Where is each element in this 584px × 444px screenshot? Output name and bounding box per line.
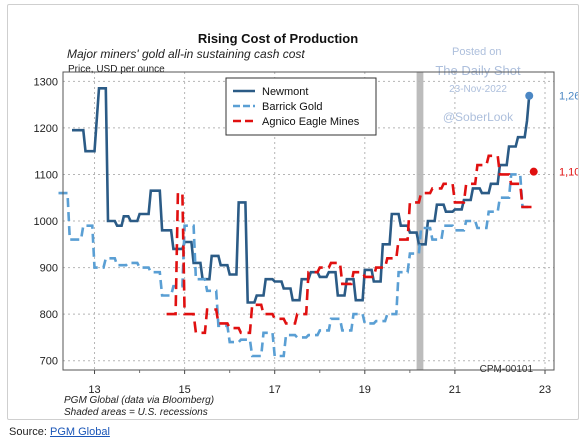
end-point-marker xyxy=(525,91,534,100)
legend-box xyxy=(225,77,377,136)
end-point-label: 1,269 xyxy=(559,91,578,103)
source-label: Source: xyxy=(9,426,47,438)
plot-area xyxy=(58,72,554,370)
footnote-source: PGM Global (data via Bloomberg) xyxy=(64,395,214,406)
chart-svg: Rising Cost of Production Major miners' … xyxy=(34,31,578,418)
chart-code: CPM-00101 xyxy=(480,364,534,375)
series-layer xyxy=(58,87,532,358)
x-tick-label: 15 xyxy=(178,384,190,396)
y-axis-label: Price, USD per ounce xyxy=(68,64,165,75)
plot-border xyxy=(62,71,555,371)
chart-title: Rising Cost of Production xyxy=(198,31,358,46)
y-tick-label: 900 xyxy=(40,263,58,275)
chart-subtitle: Major miners' gold all-in sustaining cas… xyxy=(67,47,305,61)
x-tick-label: 13 xyxy=(88,384,100,396)
legend-label: Newmont xyxy=(262,86,308,98)
y-tick-label: 1000 xyxy=(34,216,58,228)
label-layer: 1,269 1,106 xyxy=(525,91,578,179)
footnote-recessions: Shaded areas = U.S. recessions xyxy=(64,407,208,418)
y-tick-label: 800 xyxy=(40,309,58,321)
chart-legend: Newmont Barrick Gold Agnico Eagle Mines xyxy=(225,77,377,136)
watermark-line: The Daily Shot xyxy=(435,63,521,78)
watermark: Posted on The Daily Shot 23-Nov-2022 @Sober… xyxy=(435,46,521,124)
end-point-label: 1,106 xyxy=(559,167,578,179)
series-line-agnico-eagle-mines xyxy=(166,154,532,335)
y-tick-label: 1100 xyxy=(34,169,58,181)
source-link[interactable]: PGM Global xyxy=(49,426,110,438)
x-tick-label: 19 xyxy=(359,384,371,396)
legend-label: Agnico Eagle Mines xyxy=(262,116,360,128)
legend-label: Barrick Gold xyxy=(262,101,323,113)
watermark-line: @SoberLook xyxy=(443,110,514,124)
chart-frame: Rising Cost of Production Major miners' … xyxy=(7,4,579,420)
y-tick-label: 1300 xyxy=(34,76,58,88)
source-line: Source: PGM Global xyxy=(9,426,110,438)
y-tick-label: 700 xyxy=(40,356,58,368)
series-line-barrick-gold xyxy=(58,173,532,358)
axis-layer: 700 800 900 1000 1100 1200 1300 13 15 17 19 21 23 xyxy=(34,71,555,396)
end-point-marker xyxy=(529,167,538,176)
x-tick-label: 21 xyxy=(449,384,461,396)
watermark-line: 23-Nov-2022 xyxy=(449,84,507,95)
y-tick-label: 1200 xyxy=(34,123,58,135)
watermark-line: Posted on xyxy=(452,46,502,58)
x-tick-label: 17 xyxy=(269,384,281,396)
x-tick-label: 23 xyxy=(539,384,551,396)
